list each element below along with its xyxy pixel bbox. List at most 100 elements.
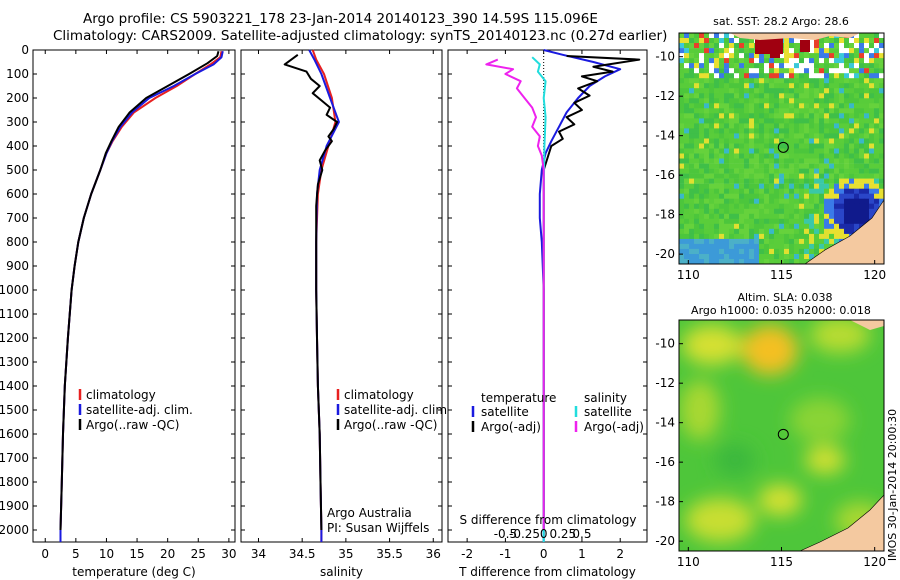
sst-cell xyxy=(689,38,695,44)
sst-cell xyxy=(764,203,770,209)
sst-cell xyxy=(679,188,685,194)
sst-cell xyxy=(799,78,805,84)
sst-cell xyxy=(814,193,820,199)
sst-cell xyxy=(874,178,880,184)
sst-cell xyxy=(804,68,810,74)
sst-cell xyxy=(854,168,860,174)
sst-cell xyxy=(784,158,790,164)
sst-cell xyxy=(879,168,884,174)
sst-cell xyxy=(864,123,870,129)
sst-cell xyxy=(824,168,830,174)
sst-cell xyxy=(749,248,755,255)
annotation-line2: PI: Susan Wijffels xyxy=(327,521,429,535)
sst-cell xyxy=(804,259,810,264)
difference-panel: -2 -1 0 1 2T difference from climatologytemp… xyxy=(447,49,648,579)
sst-cell xyxy=(684,193,690,199)
sst-cell xyxy=(874,73,880,79)
sst-cell xyxy=(719,198,725,204)
sst-cell xyxy=(839,83,845,89)
sst-cell xyxy=(744,158,750,164)
sst-cell xyxy=(854,118,860,124)
sst-cell xyxy=(834,158,840,164)
sst-cell xyxy=(709,228,715,235)
sst-cell xyxy=(744,63,750,69)
sst-cell xyxy=(679,63,685,69)
sst-cell xyxy=(744,48,750,54)
sst-cell xyxy=(814,198,820,204)
sst-cell xyxy=(819,188,825,194)
sst-cell xyxy=(759,123,765,129)
sst-cell xyxy=(879,68,884,74)
sst-cell xyxy=(774,93,780,99)
sst-cell xyxy=(854,33,860,39)
sst-cell xyxy=(684,158,690,164)
sst-cell xyxy=(729,163,735,169)
sst-cell xyxy=(844,228,850,235)
sst-cell xyxy=(774,254,780,260)
sst-cell xyxy=(849,58,855,64)
sst-cell xyxy=(749,73,755,79)
sst-cell xyxy=(754,98,760,104)
sst-cell xyxy=(739,183,745,189)
sst-cell xyxy=(724,238,730,245)
sst-cell xyxy=(684,233,690,240)
sst-cell xyxy=(784,108,790,114)
sst-cell xyxy=(869,213,875,220)
sst-cell xyxy=(694,108,700,114)
sst-cell xyxy=(759,208,765,215)
sst-cell xyxy=(819,208,825,215)
sst-cell xyxy=(879,38,884,44)
sst-cell xyxy=(859,183,865,189)
sst-cell xyxy=(804,203,810,209)
sst-cell xyxy=(739,228,745,235)
sst-cell xyxy=(759,108,765,114)
sst-cell xyxy=(704,248,710,255)
sst-cell xyxy=(699,43,705,49)
sst-cell xyxy=(694,88,700,94)
sst-cell xyxy=(789,128,795,134)
sst-cell xyxy=(734,93,740,99)
sst-cell xyxy=(749,158,755,164)
sst-cell xyxy=(769,218,775,225)
sst-cell xyxy=(689,113,695,119)
sst-cell xyxy=(794,178,800,184)
sst-cell xyxy=(684,78,690,84)
sst-cell xyxy=(784,68,790,74)
sst-cell xyxy=(764,243,770,250)
sst-cell xyxy=(809,128,815,134)
sst-cell xyxy=(709,259,715,264)
sst-cell xyxy=(794,103,800,109)
sst-cell xyxy=(684,173,690,179)
sst-cell xyxy=(744,203,750,209)
sst-cell xyxy=(689,238,695,245)
sst-cell xyxy=(689,143,695,149)
sst-cell xyxy=(704,143,710,149)
sst-cell xyxy=(759,138,765,144)
sst-cell xyxy=(799,243,805,250)
sst-cell xyxy=(729,113,735,119)
sst-cell xyxy=(869,118,875,124)
sst-cell xyxy=(789,88,795,94)
sst-cell xyxy=(834,128,840,134)
sst-cell xyxy=(679,83,685,89)
sst-cell xyxy=(714,123,720,129)
sst-cell xyxy=(814,168,820,174)
y-tick-label: 0 xyxy=(21,43,29,57)
sst-cell xyxy=(824,88,830,94)
sst-cell xyxy=(679,259,685,264)
sst-cell xyxy=(789,233,795,240)
sst-cell xyxy=(699,138,705,144)
sst-cell xyxy=(714,118,720,124)
sst-cell xyxy=(689,254,695,260)
sst-cell xyxy=(859,78,865,84)
sst-cell xyxy=(729,118,735,124)
sst-cell xyxy=(799,198,805,204)
sst-cell xyxy=(829,113,835,119)
sst-cell xyxy=(794,138,800,144)
sst-cell xyxy=(789,254,795,260)
sst-cell xyxy=(739,48,745,54)
sst-cell xyxy=(814,123,820,129)
sst-cell xyxy=(734,218,740,225)
sst-cell xyxy=(849,73,855,79)
